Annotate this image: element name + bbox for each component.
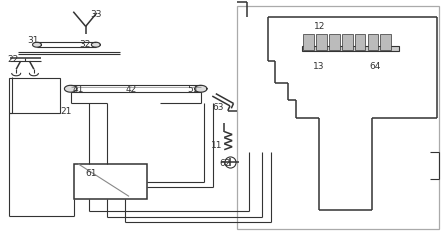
Text: 42: 42: [126, 85, 137, 94]
Text: 61: 61: [86, 169, 97, 178]
Text: 31: 31: [27, 36, 38, 45]
Text: 63: 63: [213, 103, 224, 112]
Text: 13: 13: [313, 62, 324, 71]
Text: 12: 12: [314, 22, 325, 31]
Bar: [342, 34, 353, 50]
Polygon shape: [32, 42, 41, 47]
Bar: [74, 164, 147, 199]
Polygon shape: [64, 85, 77, 92]
Text: 11: 11: [211, 141, 222, 150]
Bar: [329, 34, 340, 50]
Text: 41: 41: [72, 85, 84, 94]
Text: 32: 32: [79, 40, 91, 49]
Bar: [303, 34, 314, 50]
Text: 33: 33: [90, 10, 102, 19]
Bar: [381, 34, 391, 50]
Text: 51: 51: [187, 85, 199, 94]
Bar: [9, 78, 59, 113]
Bar: [355, 34, 365, 50]
Bar: [238, 6, 439, 230]
Text: 22: 22: [8, 55, 19, 64]
Text: 21: 21: [60, 107, 72, 116]
Text: 62: 62: [220, 159, 231, 168]
Text: 64: 64: [369, 62, 381, 71]
Polygon shape: [194, 85, 207, 92]
Bar: [301, 46, 399, 51]
Bar: [368, 34, 378, 50]
Bar: [316, 34, 327, 50]
Polygon shape: [91, 42, 100, 47]
